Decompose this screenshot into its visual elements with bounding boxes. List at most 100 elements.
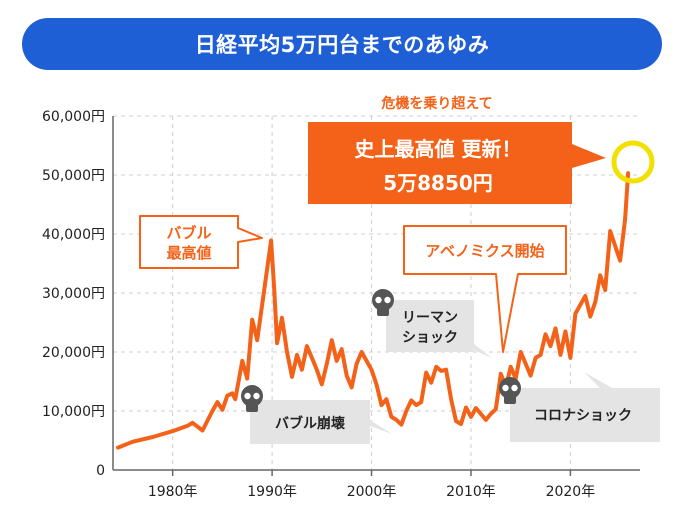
data-point [340, 348, 343, 350]
data-point [191, 422, 194, 424]
data-point [400, 423, 403, 426]
data-point [544, 333, 547, 336]
data-point [624, 218, 626, 221]
x-tick-label: 2000年 [347, 484, 397, 500]
data-point [345, 374, 348, 377]
corona-box [510, 372, 660, 442]
data-point [405, 410, 408, 412]
data-point [270, 239, 272, 242]
annotation-corona: コロナショック [510, 372, 660, 442]
data-point [519, 351, 522, 353]
data-point [480, 413, 482, 415]
data-point [231, 392, 234, 395]
data-point [425, 371, 428, 374]
data-point [286, 351, 288, 353]
abenomics-box [403, 225, 567, 353]
data-point [216, 401, 219, 403]
lehman-label-line1: リーマン [402, 310, 458, 326]
bubble-burst-label: バブル崩壊 [275, 415, 346, 432]
axes [112, 116, 640, 471]
data-point [385, 398, 388, 401]
data-point [221, 409, 224, 411]
data-point [380, 404, 383, 406]
data-point [234, 398, 237, 401]
skull-icon-corona [499, 377, 521, 404]
data-point [435, 365, 437, 368]
data-point [485, 419, 487, 421]
data-point [569, 357, 572, 359]
x-tick-label: 1990年 [247, 484, 297, 500]
data-point [475, 407, 477, 409]
data-point [430, 381, 432, 384]
data-point [246, 377, 249, 380]
data-point [455, 420, 457, 422]
record-label-line1: 史上最高値 更新！ [355, 137, 522, 161]
data-point [539, 354, 542, 356]
data-point [281, 316, 283, 319]
annotation-bubble-burst: バブル崩壊 [250, 400, 392, 444]
data-point [226, 394, 229, 397]
data-point [151, 436, 154, 438]
bubble-burst-box [250, 400, 392, 444]
annotation-bubble-high: バブル 最高値 [139, 215, 263, 269]
data-point [330, 339, 333, 342]
data-point [117, 446, 119, 449]
data-points [117, 172, 629, 449]
y-tick-label: 20,000円 [42, 345, 105, 361]
data-point [276, 342, 278, 344]
data-point [460, 423, 462, 425]
data-point [132, 440, 134, 443]
y-tick-label: 60,000円 [42, 109, 105, 125]
data-point [273, 286, 275, 288]
data-point [335, 360, 338, 362]
data-point [594, 301, 597, 303]
data-point [524, 363, 527, 365]
annotation-lehman: リーマン ショック [386, 300, 492, 358]
data-point [360, 351, 363, 353]
data-point [614, 245, 616, 247]
bubble-high-label-line1: バブル [166, 224, 211, 242]
series-line-nikkei [116, 171, 631, 450]
data-point [470, 416, 472, 418]
data-point [465, 406, 467, 409]
data-point [589, 315, 592, 318]
y-tick-label: 50,000円 [42, 168, 105, 184]
data-point [584, 295, 587, 297]
data-point [325, 363, 328, 365]
lehman-label-line2: ショック [402, 330, 458, 346]
data-point [554, 327, 557, 330]
corona-label: コロナショック [534, 408, 632, 424]
data-point [609, 230, 611, 232]
data-point [627, 172, 629, 175]
data-point [375, 383, 378, 386]
data-point [534, 357, 537, 359]
data-point [415, 404, 418, 406]
y-tick-label: 40,000円 [42, 227, 105, 243]
data-point [251, 318, 254, 321]
data-point [604, 289, 606, 291]
x-tick-label: 2020年 [546, 484, 596, 500]
data-point [350, 386, 353, 389]
data-point [559, 354, 562, 356]
data-point [395, 419, 398, 421]
overcome-label: 危機を乗り超えて [380, 95, 492, 112]
data-point [420, 401, 423, 403]
data-point [171, 430, 174, 432]
record-label-line2: 5万8850円 [383, 171, 493, 195]
data-point [306, 345, 308, 347]
bubble-high-label-line2: 最高値 [166, 244, 211, 262]
annotation-record: 史上最高値 更新！ 5万8850円 [308, 122, 606, 204]
data-point [490, 413, 492, 415]
bubble-high-box [139, 215, 263, 269]
abenomics-label: アベノミクス開始 [425, 242, 544, 260]
data-point [619, 259, 621, 262]
record-highlight-circle [611, 140, 655, 184]
data-point [321, 383, 323, 386]
data-point [316, 368, 318, 371]
data-point [574, 312, 577, 315]
data-point [495, 408, 497, 411]
x-tick-labels: 1980年 1990年 2000年 2010年 2020年 [148, 470, 595, 500]
data-point [499, 373, 502, 375]
data-point [370, 368, 373, 371]
